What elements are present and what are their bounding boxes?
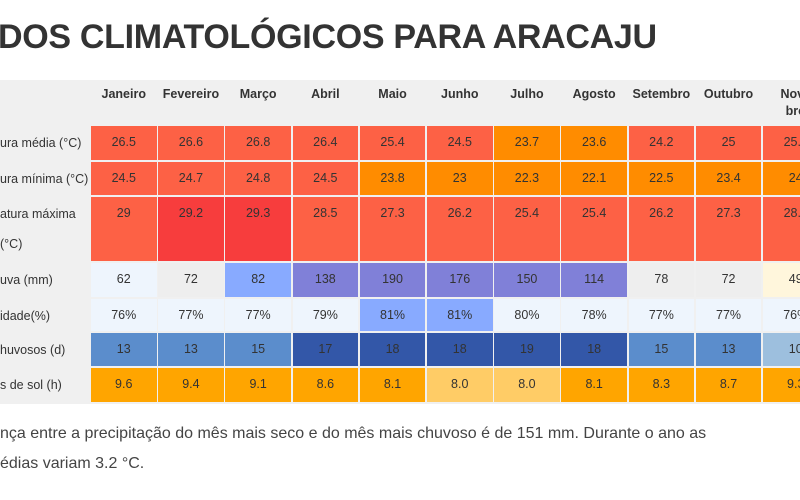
table-cell: 9.4 <box>158 368 224 402</box>
table-cell: 23.7 <box>494 126 560 160</box>
month-header: Fevereiro <box>162 87 220 101</box>
table-cell: 138 <box>292 263 359 297</box>
table-cell: 72 <box>158 263 224 297</box>
table-cell: 25.4 <box>359 126 426 160</box>
summary-line-2: édias variam 3.2 °C. <box>0 455 145 472</box>
row-label: idade(%) <box>0 309 51 323</box>
table-cell: 25.4 <box>494 197 560 261</box>
table-cell: 29.3 <box>225 197 291 261</box>
month-header: Maio <box>378 87 407 101</box>
table-cell: 81% <box>359 299 426 331</box>
table-cell: 18 <box>359 333 426 366</box>
table-cell: 8.0 <box>427 368 493 402</box>
table-cell: 15 <box>628 333 695 366</box>
month-header: Julho <box>510 87 544 101</box>
table-cell: 13 <box>695 333 762 366</box>
table-cell: 8.1 <box>359 368 426 402</box>
row-label: s de sol (h) <box>0 378 62 392</box>
row-label: atura máxima (°C) <box>0 207 76 251</box>
table-cell: 77% <box>225 299 291 331</box>
table-cell: 27.3 <box>359 197 426 261</box>
table-cell: 25 <box>695 126 762 160</box>
page-title: DOS CLIMATOLÓGICOS PARA ARACAJU <box>0 18 657 56</box>
table-cell: 8.6 <box>292 368 359 402</box>
table-cell: 49 <box>763 263 800 297</box>
table-cell: 13 <box>158 333 224 366</box>
table-cell: 22.5 <box>628 162 695 195</box>
table-cell: 72 <box>695 263 762 297</box>
table-cell: 76% <box>763 299 800 331</box>
table-cell: 24 <box>763 162 800 195</box>
table-cell: 13 <box>91 333 157 366</box>
row-label: uva (mm) <box>0 273 53 287</box>
table-cell: 25.4 <box>561 197 627 261</box>
month-header: Abril <box>311 87 340 101</box>
table-cell: 26.8 <box>225 126 291 160</box>
table-cell: 78% <box>561 299 627 331</box>
table-cell: 8.1 <box>561 368 627 402</box>
table-cell: 77% <box>695 299 762 331</box>
month-header: Novebro <box>780 87 800 118</box>
table-cell: 77% <box>158 299 224 331</box>
table-cell: 22.3 <box>494 162 560 195</box>
table-cell: 25.8 <box>763 126 800 160</box>
table-cell: 76% <box>91 299 157 331</box>
row-label: ura mínima (°C) <box>0 172 89 186</box>
climate-table: Janeiro Fevereiro Março Abril Maio Junho Julho… <box>0 80 800 404</box>
table-cell: 9.1 <box>225 368 291 402</box>
table-cell: 9.6 <box>91 368 157 402</box>
table-cell: 24.5 <box>91 162 157 195</box>
table-cell: 28.3 <box>763 197 800 261</box>
table-cell: 24.2 <box>628 126 695 160</box>
table-cell: 81% <box>427 299 493 331</box>
table-cell: 9.3 <box>763 368 800 402</box>
table-cell: 114 <box>561 263 627 297</box>
table-cell: 19 <box>494 333 560 366</box>
summary-line-1: nça entre a precipitação do mês mais sec… <box>0 425 707 442</box>
table-cell: 62 <box>91 263 157 297</box>
table-cell: 82 <box>225 263 291 297</box>
table-cell: 26.2 <box>628 197 695 261</box>
table-cell: 24.5 <box>427 126 493 160</box>
table-cell: 176 <box>427 263 493 297</box>
table-cell: 29.2 <box>158 197 224 261</box>
month-header: Janeiro <box>101 87 146 101</box>
table-cell: 23.8 <box>359 162 426 195</box>
table-cell: 8.0 <box>494 368 560 402</box>
table-cell: 26.4 <box>292 126 359 160</box>
table-cell: 8.3 <box>628 368 695 402</box>
table-cell: 18 <box>427 333 493 366</box>
table-cell: 10 <box>763 333 800 366</box>
table-cell: 28.5 <box>292 197 359 261</box>
month-header: Março <box>239 87 277 101</box>
row-label: huvosos (d) <box>0 343 66 357</box>
table-cell: 29 <box>91 197 157 261</box>
table-cell: 22.1 <box>561 162 627 195</box>
month-header: Outubro <box>703 87 754 101</box>
table-cell: 80% <box>494 299 560 331</box>
table-cell: 26.5 <box>91 126 157 160</box>
table-cell: 27.3 <box>695 197 762 261</box>
table-cell: 23.6 <box>561 126 627 160</box>
month-header: Setembro <box>632 87 691 101</box>
table-cell: 26.6 <box>158 126 224 160</box>
month-header: Junho <box>441 87 479 101</box>
month-header: Agosto <box>572 87 616 101</box>
table-cell: 24.7 <box>158 162 224 195</box>
table-cell: 15 <box>225 333 291 366</box>
table-cell: 24.8 <box>225 162 291 195</box>
table-cell: 17 <box>292 333 359 366</box>
row-label: ura média (°C) <box>0 136 82 150</box>
table-cell: 78 <box>628 263 695 297</box>
table-cell: 150 <box>494 263 560 297</box>
table-cell: 190 <box>359 263 426 297</box>
table-cell: 8.7 <box>695 368 762 402</box>
table-cell: 24.5 <box>292 162 359 195</box>
table-cell: 79% <box>292 299 359 331</box>
table-cell: 23 <box>427 162 493 195</box>
table-cell: 77% <box>628 299 695 331</box>
table-cell: 26.2 <box>427 197 493 261</box>
table-cell: 18 <box>561 333 627 366</box>
table-cell: 23.4 <box>695 162 762 195</box>
